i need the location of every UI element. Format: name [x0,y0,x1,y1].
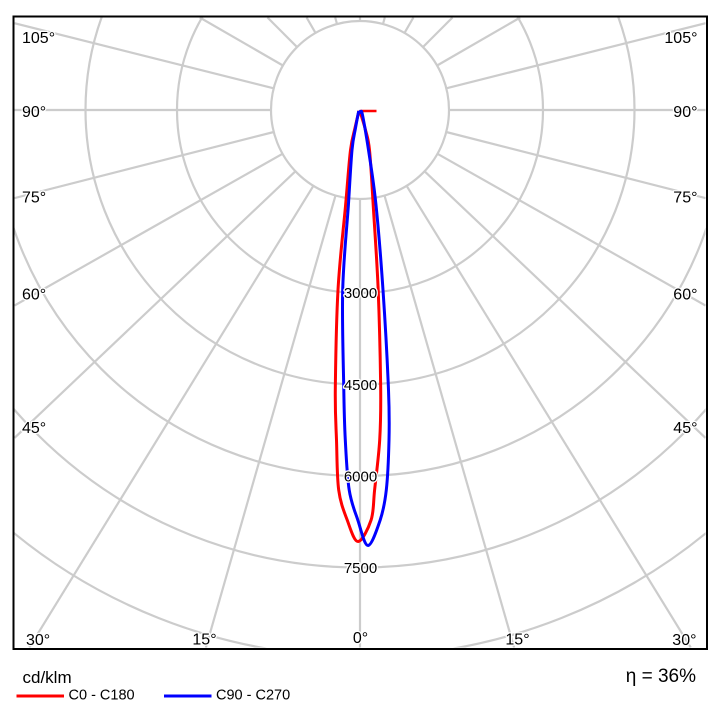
svg-text:cd/klm: cd/klm [23,668,72,687]
svg-text:90°: 90° [22,104,46,121]
svg-text:45°: 45° [673,420,697,437]
svg-text:15°: 15° [505,631,529,648]
svg-text:30°: 30° [26,632,50,649]
svg-text:60°: 60° [22,287,46,304]
svg-text:105°: 105° [664,30,697,47]
svg-text:C90 - C270: C90 - C270 [216,688,290,704]
svg-text:105°: 105° [22,30,55,47]
svg-text:90°: 90° [673,104,697,121]
svg-text:75°: 75° [22,190,46,207]
svg-text:30°: 30° [672,632,696,649]
svg-text:C0 - C180: C0 - C180 [69,688,135,704]
svg-text:4500: 4500 [344,377,377,394]
svg-text:45°: 45° [22,420,46,437]
svg-text:0°: 0° [353,630,368,647]
svg-text:75°: 75° [673,190,697,207]
svg-text:7500: 7500 [344,560,377,577]
svg-text:η = 36%: η = 36% [626,666,696,687]
svg-text:15°: 15° [192,631,216,648]
svg-text:60°: 60° [673,287,697,304]
svg-text:6000: 6000 [344,469,377,486]
svg-text:3000: 3000 [344,285,377,302]
